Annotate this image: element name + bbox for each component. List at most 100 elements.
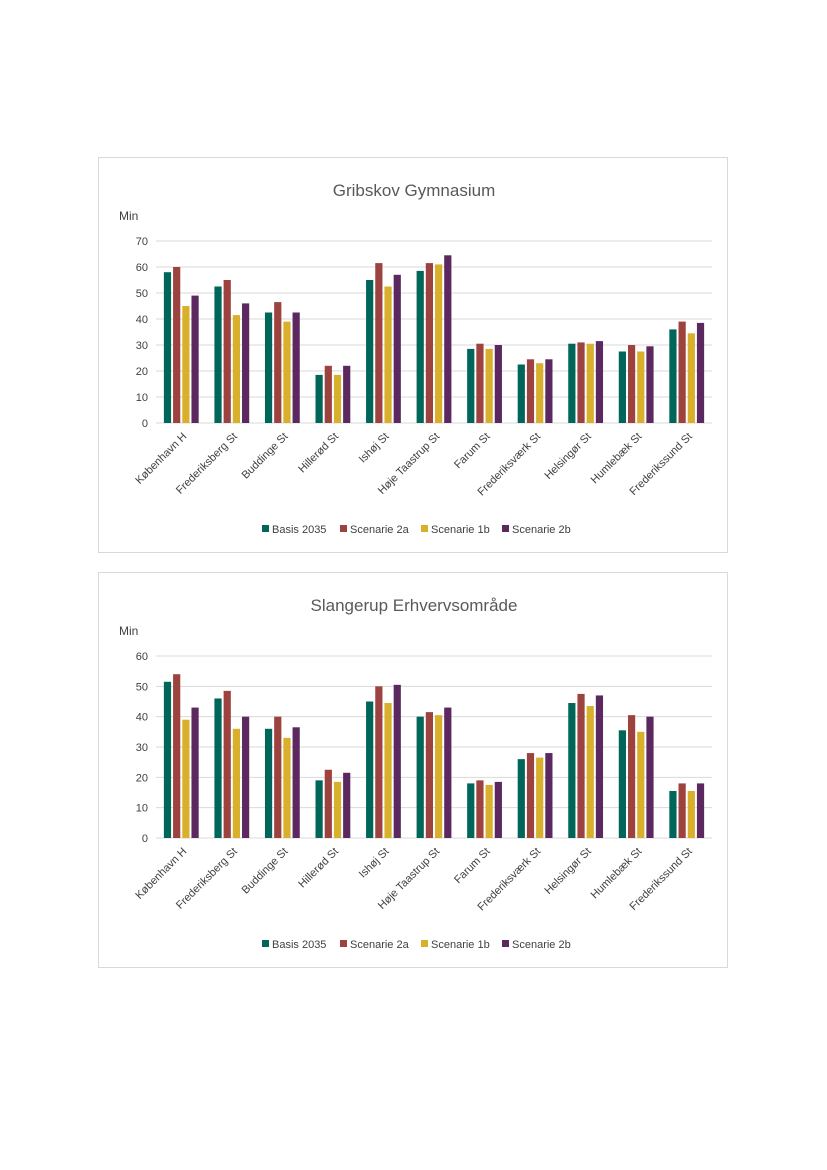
bar-scenarie-2b-9 [646, 716, 654, 838]
y-tick-label: 50 [136, 288, 148, 300]
bar-basis-2035-5 [416, 716, 424, 838]
bar-scenarie-2a-8 [577, 342, 585, 423]
legend-label: Basis 2035 [272, 524, 326, 536]
bar-scenarie-2a-6 [476, 780, 484, 838]
x-tick-label: Hillerød St [296, 846, 341, 891]
bar-scenarie-2b-2 [292, 312, 300, 423]
bar-basis-2035-9 [618, 730, 626, 838]
bar-scenarie-1b-0 [182, 719, 190, 838]
legend-label: Scenarie 1b [431, 524, 490, 536]
bar-scenarie-1b-2 [283, 737, 291, 838]
bar-scenarie-2a-1 [223, 280, 231, 423]
y-tick-label: 40 [136, 314, 148, 326]
bar-scenarie-2a-2 [274, 302, 282, 423]
bar-scenarie-2a-5 [425, 712, 433, 838]
x-tick-label: Ishøj St [357, 846, 392, 881]
bar-basis-2035-4 [366, 280, 374, 423]
x-tick-label: Helsingør St [542, 846, 593, 897]
bar-basis-2035-1 [214, 698, 222, 838]
bar-scenarie-2a-9 [627, 715, 636, 838]
legend-label: Scenarie 2a [350, 939, 410, 951]
x-tick-label: Buddinge St [240, 846, 291, 897]
bar-scenarie-2b-0 [191, 707, 199, 838]
bar-scenarie-2a-10 [678, 321, 686, 423]
bar-scenarie-2b-8 [595, 695, 604, 838]
bar-scenarie-2b-3 [343, 772, 351, 838]
y-tick-label: 30 [136, 340, 148, 352]
bar-scenarie-2b-6 [494, 345, 502, 423]
bar-basis-2035-6 [467, 783, 475, 838]
chart-svg: Slangerup Erhvervsområde Min 0 10 20 30 40 50 60… [119, 596, 712, 951]
bar-scenarie-2b-7 [545, 359, 553, 423]
y-tick-label: 30 [136, 742, 148, 754]
y-tick-label: 60 [136, 262, 148, 274]
bar-scenarie-1b-10 [687, 333, 695, 423]
y-tick-label: 10 [136, 803, 148, 815]
bar-scenarie-1b-2 [283, 321, 291, 423]
x-tick-label: Ishøj St [357, 431, 392, 466]
bar-scenarie-2a-0 [173, 674, 181, 838]
y-tick-label: 20 [136, 366, 148, 378]
y-tick-label: 50 [136, 681, 148, 693]
bar-basis-2035-2 [264, 312, 273, 423]
bar-scenarie-1b-3 [333, 781, 342, 838]
y-tick-label: 20 [136, 772, 148, 784]
chart-gribskov-gymnasium: Gribskov Gymnasium Min 0 10 20 30 40 50 60 70 Købe… [98, 157, 728, 553]
legend-label: Scenarie 2b [512, 524, 571, 536]
y-axis-label: Min [119, 209, 138, 223]
bar-scenarie-2a-7 [526, 753, 535, 838]
x-tick-label: Humlebæk St [589, 846, 645, 902]
y-tick-label: 10 [136, 392, 148, 404]
bar-scenarie-2a-7 [526, 359, 535, 423]
bar-scenarie-1b-5 [435, 264, 443, 423]
bar-basis-2035-7 [517, 364, 525, 423]
bar-basis-2035-3 [315, 780, 323, 838]
bar-basis-2035-1 [214, 286, 222, 423]
x-tick-label: Farum St [452, 846, 492, 886]
legend-label: Scenarie 2b [512, 939, 571, 951]
bar-scenarie-1b-6 [485, 784, 493, 838]
bar-scenarie-2b-6 [494, 781, 502, 838]
legend-swatch [421, 525, 428, 532]
legend-swatch [502, 940, 509, 947]
bar-scenarie-2b-8 [595, 341, 604, 423]
bar-scenarie-2b-7 [545, 753, 553, 838]
bar-basis-2035-10 [669, 790, 677, 838]
bar-basis-2035-8 [568, 343, 576, 423]
x-tick-label: Humlebæk St [589, 431, 645, 487]
bar-scenarie-2b-4 [393, 274, 401, 423]
legend-label: Basis 2035 [272, 939, 326, 951]
bar-basis-2035-8 [568, 703, 576, 838]
bar-scenarie-2a-1 [223, 690, 231, 838]
bar-scenarie-1b-7 [536, 757, 544, 838]
bar-basis-2035-0 [163, 272, 172, 423]
y-axis-label: Min [119, 624, 138, 638]
bar-scenarie-2a-5 [425, 263, 433, 423]
bar-scenarie-1b-1 [232, 728, 241, 838]
bar-scenarie-2b-2 [292, 727, 300, 838]
bar-basis-2035-4 [366, 701, 374, 838]
bar-scenarie-2b-0 [191, 295, 199, 423]
bar-scenarie-2a-10 [678, 783, 686, 838]
chart-slangerup-erhvervsomraade: Slangerup Erhvervsområde Min 0 10 20 30 40 50 60… [98, 572, 728, 968]
bar-scenarie-2b-5 [444, 707, 452, 838]
legend-label: Scenarie 1b [431, 939, 490, 951]
bar-basis-2035-2 [264, 728, 273, 838]
bar-basis-2035-3 [315, 374, 323, 423]
bar-basis-2035-10 [669, 329, 677, 423]
x-tick-label: Helsingør St [542, 431, 593, 482]
bar-scenarie-1b-8 [586, 706, 594, 838]
bar-scenarie-1b-4 [384, 703, 392, 838]
bar-basis-2035-6 [467, 348, 475, 423]
bar-basis-2035-9 [618, 351, 626, 423]
bar-basis-2035-7 [517, 759, 525, 838]
legend-swatch [421, 940, 428, 947]
bar-scenarie-1b-4 [384, 286, 392, 423]
bar-scenarie-2b-5 [444, 255, 452, 423]
bar-scenarie-1b-7 [536, 363, 544, 423]
bar-scenarie-2b-9 [646, 346, 654, 423]
bar-scenarie-1b-5 [435, 715, 443, 838]
x-tick-label: Farum St [452, 431, 492, 471]
legend-swatch [340, 525, 347, 532]
bar-scenarie-2b-4 [393, 684, 401, 838]
